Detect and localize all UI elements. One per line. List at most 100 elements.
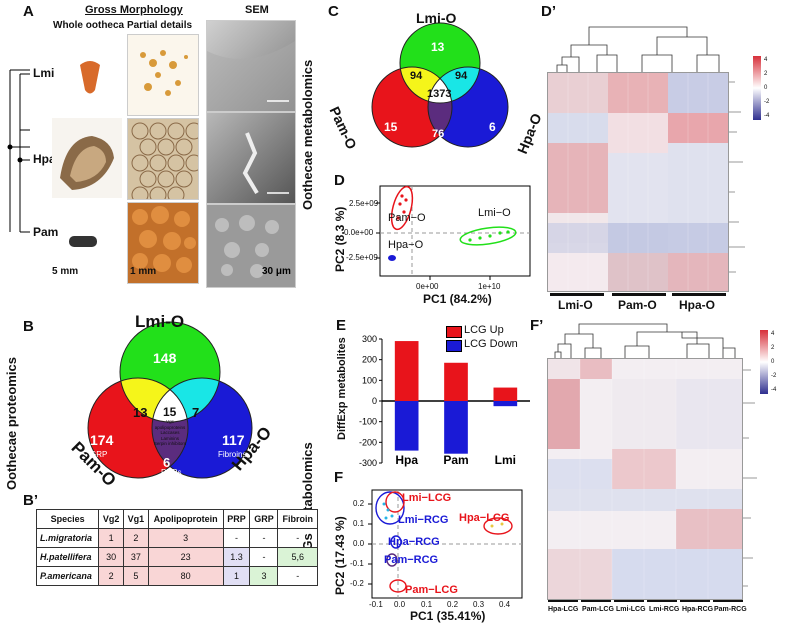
header-vg2: Vg2 bbox=[98, 509, 124, 529]
heatmap-cgs-group-bar bbox=[548, 600, 578, 602]
heatmap-oothecae bbox=[547, 72, 729, 292]
heatmap-cgs-group-lmi-rcg: Lmi-RCG bbox=[649, 606, 680, 613]
legend-tick: 0 bbox=[764, 85, 768, 91]
bar-chart-category-label: Pam bbox=[443, 453, 468, 467]
panel-label-b-prime: B’ bbox=[23, 492, 38, 509]
pca-cgs-points-lmi bbox=[382, 502, 394, 520]
heatmap-cgs-group-pam-rcg: Pam-RCG bbox=[714, 606, 747, 613]
pca-cgs-ytick: 0.2 bbox=[353, 499, 365, 508]
venn-proteome-label-lmi: Lmi-O bbox=[135, 312, 185, 331]
heatmap-cgs-group-hpa-lcg: Hpa-LCG bbox=[548, 606, 579, 613]
table-row: P.americana 2 5 80 1 3 - bbox=[35, 566, 318, 586]
pca-cgs-xlabel: PC1 (35.41%) bbox=[410, 609, 486, 623]
venn-metab-value-lmi: 13 bbox=[431, 40, 445, 54]
pca-cgs-ytick: -0.1 bbox=[350, 559, 364, 568]
pca-cgs-ellipse-hpa-rcg bbox=[390, 535, 402, 549]
bar-chart-ytick-label: -200 bbox=[359, 437, 377, 447]
center-term-vgs: Vgs bbox=[166, 419, 174, 424]
cell-grp: - bbox=[249, 547, 279, 567]
venn-proteome-value-pam-hpa: 6 bbox=[163, 455, 171, 470]
bar-lcg-down-pam bbox=[444, 401, 468, 454]
legend-tick: 2 bbox=[771, 345, 775, 351]
pca-cgs-label-lmi-lcg: Lmi−LCG bbox=[402, 492, 452, 504]
sem-lmi-image bbox=[206, 20, 296, 112]
legend-swatch-lcg-up bbox=[446, 326, 462, 338]
venn-proteome-value-center: 15 bbox=[163, 405, 177, 419]
pca-oothecae-ytick-2: 0.0e+00 bbox=[344, 228, 374, 237]
table-row: L.migratoria 1 2 3 - - - bbox=[35, 528, 318, 548]
dendrogram-top-1 bbox=[556, 26, 720, 73]
header-grp: GRP bbox=[249, 509, 279, 529]
whole-ootheca-pam-image bbox=[69, 236, 97, 247]
venn-metab-value-center: 1373 bbox=[427, 88, 452, 100]
pca-cgs-xtick: 0.4 bbox=[499, 600, 511, 609]
pca-cgs-ellipse-pam-lcg bbox=[389, 579, 407, 593]
pca-points-lmi bbox=[468, 230, 510, 242]
pca-cgs-ylabel: PC2 (17.43 %) bbox=[333, 516, 347, 595]
cell-fibroin: - bbox=[277, 566, 318, 586]
pca-cgs-xtick: -0.1 bbox=[369, 600, 383, 609]
bar-lcg-up-pam bbox=[444, 362, 468, 401]
pca-points-pam bbox=[396, 194, 408, 220]
pca-cgs-label-hpa-lcg: Hpa−LCG bbox=[459, 512, 510, 524]
diffexp-bar-chart: 300 200 100 0 -100 -200 -300 Hpa Pam Lmi bbox=[359, 334, 530, 468]
heatmap-oothecae-group-bar-pam bbox=[612, 293, 666, 296]
bar-chart-ytick-label: -300 bbox=[359, 458, 377, 468]
cell-vg2: 30 bbox=[98, 547, 124, 567]
scale-bar-1mm: 1 mm bbox=[130, 266, 157, 277]
heatmap-cgs-group-bar bbox=[614, 600, 644, 602]
heatmap-oothecae-group-bar-hpa bbox=[672, 293, 726, 296]
pca-cgs-points-hpa-lcg bbox=[490, 522, 504, 528]
bar-lcg-down-hpa bbox=[394, 401, 419, 451]
pca-cgs-label-pam-lcg: Pam−LCG bbox=[405, 584, 458, 596]
heatmap-cgs-cells bbox=[548, 359, 742, 599]
venn-proteome-value-hpa: 117 bbox=[222, 432, 245, 448]
venn-proteome-sublabel-pam-hpa: PRPs bbox=[161, 468, 182, 477]
cell-apolipoprotein: 3 bbox=[147, 528, 224, 548]
pca-cgs-ellipse-pam-rcg bbox=[386, 553, 398, 567]
heatmap-oothecae-group-hpa: Hpa-O bbox=[679, 298, 715, 312]
cell-species: H.patellifera bbox=[35, 547, 100, 567]
panel-label-e: E bbox=[336, 317, 347, 334]
sem-hpa-image bbox=[206, 112, 296, 204]
pca-ellipse-pam bbox=[390, 185, 414, 231]
legend-tick: -2 bbox=[771, 373, 777, 379]
legend-label-lcg-down: LCG Down bbox=[464, 338, 518, 350]
bar-chart-ytick-label: 0 bbox=[372, 396, 377, 406]
species-label-lmi: Lmi bbox=[33, 66, 55, 80]
heatmap-cgs-group-lmi-lcg: Lmi-LCG bbox=[616, 606, 646, 613]
bar-chart-ytick-label: 100 bbox=[362, 375, 377, 385]
heatmap-cgs-legend-ticks: 4 2 0 -2 -4 bbox=[771, 327, 776, 397]
species-table-header-row: Species Vg2 Vg1 Apolipoprotein PRP GRP F… bbox=[35, 509, 318, 529]
heatmap-cgs-group-bar bbox=[647, 600, 677, 602]
bar-chart-category-label: Hpa bbox=[395, 453, 418, 467]
bar-chart-ytick-label: 200 bbox=[362, 355, 377, 365]
pca-cgs-ellipse-hpa-lcg bbox=[483, 517, 513, 535]
heatmap-oothecae-row-dendrogram bbox=[729, 81, 745, 273]
heatmap-oothecae-cells bbox=[548, 73, 728, 291]
pca-cgs-xtick: 0.3 bbox=[473, 600, 485, 609]
legend-label-lcg-up: LCG Up bbox=[464, 324, 504, 336]
pca-cgs-xtick: 0.2 bbox=[447, 600, 459, 609]
cell-vg1: 2 bbox=[122, 528, 149, 548]
center-term-apolipoproteins: apolipoproteins bbox=[154, 424, 186, 430]
pca-cgs-ellipse-lmi-lcg bbox=[385, 491, 405, 513]
cell-grp: 3 bbox=[249, 566, 279, 586]
cell-prp: - bbox=[222, 528, 251, 548]
heatmap-oothecae-group-pam: Pam-O bbox=[618, 298, 657, 312]
bar-chart-ytick-label: 300 bbox=[362, 334, 377, 344]
pca-cgs bbox=[368, 489, 523, 599]
scale-bar-30um: 30 μm bbox=[262, 266, 291, 277]
pca-cgs-ytick: 0.0 bbox=[353, 539, 365, 548]
legend-tick: 2 bbox=[764, 71, 768, 77]
heatmap-cgs-color-legend bbox=[760, 330, 768, 394]
table-row: H.patellifera 30 37 23 1.3 - 5,6 bbox=[35, 547, 318, 567]
pca-oothecae bbox=[376, 185, 531, 280]
bar-lcg-down-lmi bbox=[493, 401, 518, 407]
pca-oothecae-ylabel: PC2 (8.3 %) bbox=[333, 206, 347, 272]
heatmap-cgs-group-hpa-rcg: Hpa-RCG bbox=[682, 606, 714, 613]
pca-cgs-ytick: 0.1 bbox=[353, 519, 365, 528]
pca-oothecae-xtick-1: 0e+00 bbox=[416, 282, 439, 291]
heatmap-oothecae-legend-ticks: 4 2 0 -2 -4 bbox=[764, 53, 769, 123]
pca-ellipse-lmi bbox=[459, 226, 517, 246]
